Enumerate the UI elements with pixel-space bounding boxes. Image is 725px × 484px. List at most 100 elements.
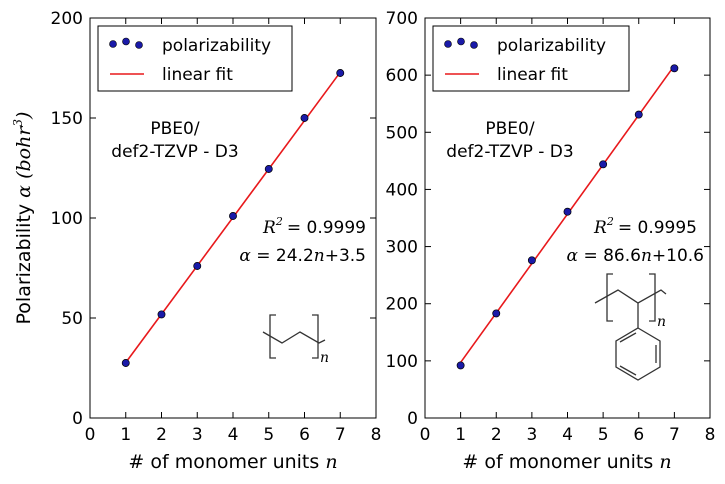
r2-value: = 0.9999 bbox=[287, 218, 366, 238]
legend-marker-dot bbox=[122, 37, 130, 46]
axes-ticks-left: 0 1 2 3 4 5 6 7 8 0 50 100 150 200 bbox=[51, 9, 382, 445]
y-tick-label: 0 bbox=[72, 409, 83, 429]
y-tick-label: 600 bbox=[386, 66, 418, 86]
x-tick-label: 7 bbox=[335, 425, 346, 445]
polystyrene-structure bbox=[594, 273, 667, 381]
data-point bbox=[527, 256, 536, 265]
data-point bbox=[336, 69, 345, 77]
legend-marker-dot bbox=[135, 41, 143, 49]
r2-symbol: R bbox=[593, 218, 607, 238]
data-point bbox=[670, 64, 679, 73]
y-axis-label-units: (bohr bbox=[13, 125, 35, 179]
y-axis-label: Polarizability α (bohr3) bbox=[11, 112, 35, 325]
chart-panel-left: 0 1 2 3 4 5 6 7 8 0 50 100 150 200 polarizability lin… bbox=[51, 9, 382, 473]
x-tick-label: 8 bbox=[371, 425, 382, 445]
fit-eq-b: +3.5 bbox=[325, 246, 366, 266]
fit-alpha: α bbox=[239, 246, 251, 266]
x-tick-label: 3 bbox=[526, 425, 537, 445]
x-tick-label: 0 bbox=[85, 425, 96, 445]
structure-subscript-right: n bbox=[657, 314, 666, 330]
x-axis-label-left: # of monomer units n bbox=[128, 451, 337, 473]
y-axis-label-symbol: α bbox=[13, 185, 35, 198]
x-tick-label: 5 bbox=[598, 425, 609, 445]
data-point bbox=[456, 361, 465, 370]
data-point bbox=[193, 262, 202, 270]
legend-box-right bbox=[432, 25, 630, 92]
y-tick-label: 0 bbox=[407, 409, 418, 429]
polymer-chain bbox=[262, 331, 326, 344]
y-tick-label: 150 bbox=[51, 109, 83, 129]
x-tick-label: 4 bbox=[228, 425, 239, 445]
legend-label-scatter: polarizability bbox=[162, 36, 271, 56]
fit-eq-b: +10.6 bbox=[652, 246, 704, 266]
bracket-left bbox=[606, 273, 613, 322]
benzene-double-bond bbox=[619, 365, 637, 376]
legend-label-scatter: polarizability bbox=[497, 36, 606, 56]
x-axis-label-main: # of monomer units bbox=[128, 451, 319, 473]
y-axis-label-close: ) bbox=[13, 112, 35, 120]
legend-marker-dot bbox=[470, 41, 478, 49]
fit-eq-a: = 86.6 bbox=[583, 246, 641, 266]
y-tick-label: 500 bbox=[386, 123, 418, 143]
x-tick-label: 7 bbox=[669, 425, 680, 445]
bracket-right bbox=[649, 273, 656, 322]
data-points-left bbox=[121, 69, 345, 367]
x-axis-label-var: n bbox=[659, 451, 671, 473]
fit-eq-n: n bbox=[641, 246, 652, 266]
legend-box-left bbox=[97, 25, 293, 92]
data-points-right bbox=[456, 64, 679, 370]
y-tick-label: 100 bbox=[386, 352, 418, 372]
method-label-line1: PBE0/ bbox=[150, 119, 199, 139]
x-tick-label: 2 bbox=[491, 425, 502, 445]
legend-label-fit: linear fit bbox=[162, 65, 233, 85]
structure-subscript-left: n bbox=[320, 350, 329, 366]
r-squared-label: R2 = 0.9999 bbox=[262, 215, 366, 238]
y-axis-label-main: Polarizability bbox=[13, 204, 35, 325]
x-tick-label: 1 bbox=[455, 425, 466, 445]
benzene-ring bbox=[615, 327, 661, 381]
bracket-right bbox=[312, 314, 319, 359]
y-tick-label: 300 bbox=[386, 238, 418, 258]
data-point bbox=[121, 359, 130, 367]
polyethylene-structure bbox=[262, 314, 326, 359]
data-point bbox=[492, 309, 501, 318]
r2-symbol: R bbox=[262, 218, 276, 238]
legend-label-fit: linear fit bbox=[497, 65, 568, 85]
r2-value: = 0.9995 bbox=[618, 218, 697, 238]
fit-equation: α = 86.6n+10.6 bbox=[567, 246, 704, 266]
legend-right: polarizability linear fit bbox=[432, 25, 630, 92]
x-tick-label: 5 bbox=[263, 425, 274, 445]
x-tick-label: 3 bbox=[192, 425, 203, 445]
x-tick-label: 6 bbox=[299, 425, 310, 445]
data-point bbox=[599, 160, 608, 169]
data-point bbox=[229, 212, 237, 220]
y-tick-label: 200 bbox=[386, 295, 418, 315]
y-tick-label: 200 bbox=[51, 9, 83, 29]
r2-exponent: 2 bbox=[275, 215, 283, 228]
method-label-line1: PBE0/ bbox=[485, 119, 534, 139]
data-point bbox=[157, 310, 166, 319]
data-point bbox=[563, 207, 572, 216]
x-tick-label: 2 bbox=[156, 425, 167, 445]
x-tick-label: 0 bbox=[420, 425, 431, 445]
r2-exponent: 2 bbox=[606, 215, 614, 228]
fit-eq-a: = 24.2 bbox=[256, 246, 314, 266]
legend-marker-dot bbox=[444, 40, 452, 48]
fit-equation: α = 24.2n+3.5 bbox=[239, 246, 366, 266]
y-tick-label: 400 bbox=[386, 180, 418, 200]
x-axis-label-right: # of monomer units n bbox=[462, 451, 671, 473]
x-axis-label-main: # of monomer units bbox=[462, 451, 653, 473]
data-point bbox=[300, 114, 309, 122]
fit-alpha: α bbox=[567, 246, 579, 266]
y-tick-label: 700 bbox=[386, 9, 418, 29]
x-axis-label-var: n bbox=[325, 451, 337, 473]
data-point bbox=[634, 110, 643, 119]
fit-eq-n: n bbox=[314, 246, 325, 266]
benzene-double-bond bbox=[619, 332, 637, 343]
legend-marker-dot bbox=[457, 37, 465, 46]
axes-ticks-right: 0 1 2 3 4 5 6 7 8 0 100 200 300 400 500 600 700 bbox=[386, 9, 716, 445]
x-tick-label: 6 bbox=[633, 425, 644, 445]
method-label-line2: def2-TZVP - D3 bbox=[446, 142, 573, 162]
method-label-line2: def2-TZVP - D3 bbox=[111, 142, 238, 162]
